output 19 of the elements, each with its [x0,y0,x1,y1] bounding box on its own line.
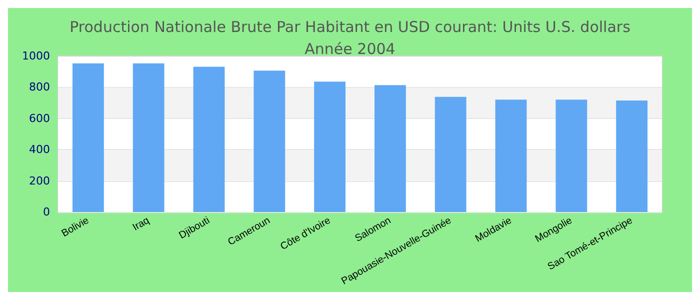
bar [254,70,286,212]
chart-title: Production Nationale Brute Par Habitant en USD courant: Units U.S. dollars [70,18,631,36]
x-tick-label: Iraq [130,215,152,234]
bar [314,82,346,212]
y-tick-label: 0 [43,206,50,218]
bar [72,63,104,212]
bar [495,100,527,212]
y-tick-label: 600 [29,112,50,125]
bar [193,66,225,212]
chart-subtitle: Année 2004 [304,40,396,58]
bar [132,63,164,212]
bar [556,100,588,212]
bar [616,100,648,212]
y-tick-label: 800 [29,80,50,94]
y-tick-label: 1000 [22,50,50,62]
bar [374,85,406,212]
bar [434,96,466,212]
y-tick-label: 200 [29,174,50,188]
y-tick-label: 400 [29,143,50,156]
